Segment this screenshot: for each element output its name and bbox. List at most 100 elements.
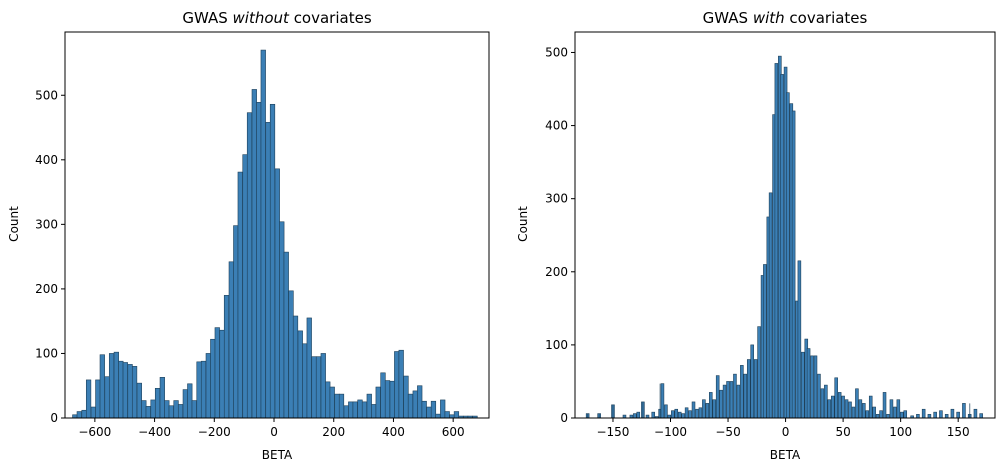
histogram-bar (348, 401, 354, 419)
title-suffix: covariates (785, 9, 868, 27)
histogram-bar (334, 393, 340, 419)
histogram-bar (214, 327, 220, 419)
y-tick-label: 100 (545, 338, 568, 352)
histogram-bar (879, 410, 883, 419)
histogram-bar (664, 404, 668, 419)
histogram-bar (684, 407, 689, 419)
histogram-bar (297, 330, 303, 419)
histogram-bar (104, 376, 110, 419)
histogram-bar (283, 251, 289, 419)
histogram-bar (357, 399, 363, 419)
histogram-bar (944, 414, 949, 419)
histogram-bar (412, 390, 418, 419)
x-tick-label: −400 (138, 425, 171, 439)
histogram-bar (292, 315, 299, 419)
histogram-bar (705, 403, 710, 419)
histogram-bar (848, 401, 852, 419)
x-tick-label: −200 (198, 425, 231, 439)
y-tick-label: 200 (35, 282, 58, 296)
histogram-bar (159, 377, 165, 419)
histogram-bar (228, 261, 234, 419)
histogram-bar (200, 360, 207, 419)
histogram-bar (196, 361, 202, 419)
histogram-bar (698, 407, 703, 419)
histogram-bar (380, 372, 386, 419)
histogram-bar (633, 413, 637, 419)
histogram-bar (719, 389, 723, 419)
histogram-bar (154, 388, 161, 419)
histogram-bar (76, 411, 82, 419)
histogram-bar (315, 356, 322, 419)
y-tick-label: 0 (50, 411, 58, 425)
histogram-bar (786, 92, 790, 419)
histogram-bar (851, 406, 856, 419)
histogram-bar (695, 408, 699, 419)
histogram-bar (791, 110, 796, 419)
histogram-bar (780, 74, 784, 419)
histogram-bar (820, 388, 825, 419)
histogram-bar (223, 295, 230, 419)
bars (72, 49, 478, 419)
histogram-bar (889, 399, 894, 419)
histogram-bar (939, 410, 943, 419)
histogram-bar (81, 409, 87, 419)
histogram-bar (709, 392, 713, 419)
histogram-panel-with-covariates: GWAS with covariates −150 −100 −50 0 50 100 15… (516, 9, 996, 462)
histogram-bar (246, 112, 253, 419)
histogram-bar (651, 411, 656, 419)
histogram-bar (251, 89, 257, 419)
histogram-bar (743, 373, 748, 419)
histogram-bar (338, 393, 345, 419)
histogram-bar (361, 401, 368, 419)
x-tick-label: 100 (889, 425, 912, 439)
histogram-bar (371, 404, 377, 419)
histogram-bar (398, 349, 404, 419)
x-axis-label: BETA (262, 448, 293, 462)
y-ticks: 0 100 200 300 400 500 (545, 45, 575, 425)
histogram-bar (191, 400, 197, 419)
histogram-bar (962, 403, 966, 419)
histogram-bar (722, 384, 727, 419)
histogram-bar (921, 408, 926, 419)
x-tick-label: 150 (947, 425, 970, 439)
histogram-bar (136, 382, 142, 419)
histogram-bar (389, 380, 395, 419)
x-tick-label: 400 (382, 425, 405, 439)
title-emphasis: with (753, 9, 785, 27)
x-tick-label: 50 (835, 425, 850, 439)
histogram-bar (733, 373, 737, 419)
histogram-bar (302, 343, 308, 419)
histogram-bar (973, 408, 978, 419)
histogram-bar (855, 388, 859, 419)
histogram-bar (824, 384, 828, 419)
histogram-bar (99, 354, 105, 419)
histogram-bar (875, 414, 880, 419)
histogram-bar (219, 329, 225, 419)
histogram-bar (933, 411, 937, 419)
y-ticks: 0 100 200 300 400 500 (35, 88, 65, 425)
histogram-bar (329, 386, 335, 419)
histogram-bar (127, 364, 133, 419)
plot-frame (574, 31, 996, 419)
y-tick-label: 300 (35, 217, 58, 231)
histogram-bar (810, 355, 814, 419)
histogram-bar (671, 410, 675, 419)
histogram-bar (95, 379, 101, 419)
histogram-bar (320, 353, 326, 419)
title-prefix: GWAS (703, 9, 753, 27)
histogram-bar (131, 366, 138, 419)
histogram-bar (444, 411, 450, 419)
histogram-bar (173, 400, 179, 419)
histogram-bar (306, 317, 312, 419)
title-prefix: GWAS (182, 9, 232, 27)
y-axis-label: Count (7, 206, 21, 242)
histogram-bar (893, 406, 897, 419)
histogram-bar (177, 404, 184, 419)
histogram-bar (865, 410, 870, 419)
x-ticks: −150 −100 −50 0 50 100 150 (596, 418, 970, 439)
histogram-bar (979, 413, 983, 419)
chart-title: GWAS with covariates (703, 9, 868, 27)
y-tick-label: 400 (545, 119, 568, 133)
histogram-bar (817, 373, 821, 419)
